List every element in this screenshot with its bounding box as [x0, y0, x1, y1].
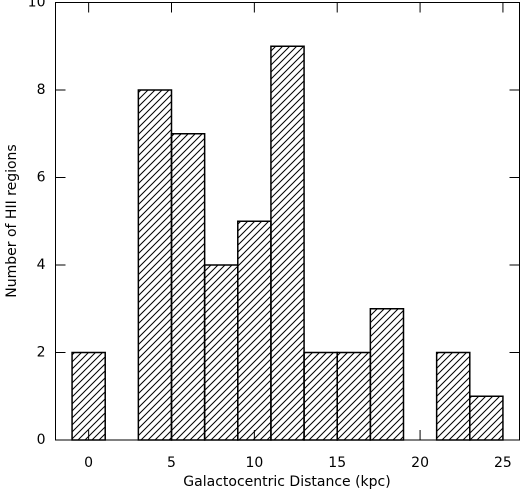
bar — [237, 220, 272, 441]
y-tick-label: 8 — [37, 82, 46, 98]
bar — [137, 89, 173, 441]
bar — [469, 395, 504, 441]
y-tick-label: 6 — [37, 170, 46, 186]
x-tick-label: 15 — [328, 455, 346, 471]
bar — [435, 351, 471, 441]
x-tick-label: 25 — [494, 455, 512, 471]
bar — [270, 45, 305, 441]
y-tick-label: 10 — [28, 0, 46, 11]
y-tick-label: 0 — [37, 432, 46, 448]
bar — [203, 264, 239, 441]
x-tick-label: 10 — [245, 455, 263, 471]
bar — [336, 351, 372, 441]
x-tick-label: 20 — [411, 455, 429, 471]
x-axis-label: Galactocentric Distance (kpc) — [183, 474, 390, 490]
bar — [303, 351, 338, 441]
x-tick-label: 5 — [167, 455, 176, 471]
bar — [170, 133, 206, 441]
y-tick-label: 4 — [37, 257, 46, 273]
bar — [369, 308, 405, 441]
x-tick-label: 0 — [84, 455, 93, 471]
bar — [71, 351, 106, 441]
y-tick-label: 2 — [37, 345, 46, 361]
y-axis-label: Number of HII regions — [4, 144, 20, 297]
